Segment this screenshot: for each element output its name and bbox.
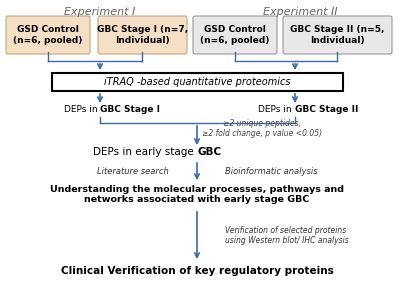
Text: GSD Control
(n=6, pooled): GSD Control (n=6, pooled) [13, 25, 83, 45]
Text: Bioinformatic analysis: Bioinformatic analysis [225, 167, 318, 176]
Text: GSD Control
(n=6, pooled): GSD Control (n=6, pooled) [200, 25, 270, 45]
Text: Experiment I: Experiment I [64, 7, 136, 17]
FancyBboxPatch shape [98, 16, 187, 54]
FancyBboxPatch shape [6, 16, 90, 54]
Text: GBC Stage I: GBC Stage I [100, 104, 160, 114]
FancyBboxPatch shape [52, 73, 343, 91]
Text: GBC Stage I (n=7,
Individual): GBC Stage I (n=7, Individual) [97, 25, 188, 45]
Text: GBC Stage II: GBC Stage II [295, 104, 358, 114]
Text: GBC Stage II (n=5,
Individual): GBC Stage II (n=5, Individual) [290, 25, 385, 45]
Text: Understanding the molecular processes, pathways and
networks associated with ear: Understanding the molecular processes, p… [50, 185, 344, 204]
Text: ≥2 unique peptides,
≥2 fold change, p value <0.05): ≥2 unique peptides, ≥2 fold change, p va… [202, 119, 322, 138]
Text: GBC: GBC [197, 147, 221, 157]
Text: iTRAQ -based quantitative proteomics: iTRAQ -based quantitative proteomics [104, 77, 291, 87]
Text: DEPs in: DEPs in [258, 104, 295, 114]
FancyBboxPatch shape [193, 16, 277, 54]
Text: Literature search: Literature search [97, 167, 169, 176]
Text: DEPs in: DEPs in [64, 104, 100, 114]
Text: Verification of selected proteins
using Western blot/ IHC analysis: Verification of selected proteins using … [225, 226, 349, 245]
Text: DEPs in early stage: DEPs in early stage [93, 147, 197, 157]
Text: Experiment II: Experiment II [263, 7, 337, 17]
FancyBboxPatch shape [283, 16, 392, 54]
Text: Clinical Verification of key regulatory proteins: Clinical Verification of key regulatory … [61, 266, 333, 276]
